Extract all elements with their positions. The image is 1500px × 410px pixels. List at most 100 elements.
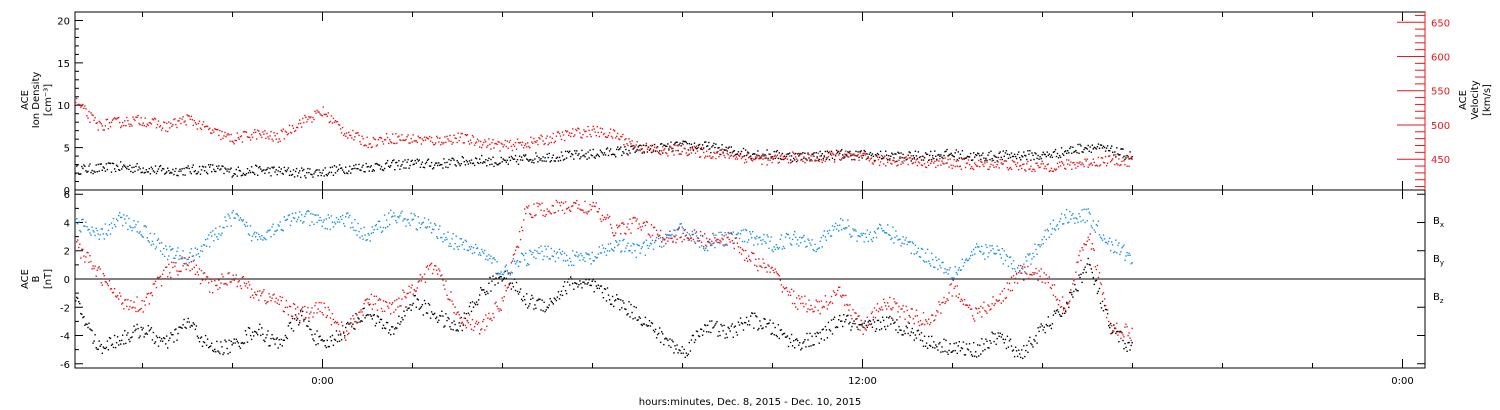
bx-point [411,304,413,306]
by-point [379,226,382,228]
density-point [349,165,351,168]
velocity-point [208,128,210,131]
bx-point [1117,330,1119,333]
density-point [735,153,738,156]
bx-point [253,335,255,337]
bx-point [777,324,779,326]
bx-point [545,309,547,311]
density-point [164,173,166,175]
velocity-point [386,136,389,139]
by-point [1118,242,1120,244]
density-point [675,141,677,143]
bz-point [765,266,767,269]
by-point [521,253,524,255]
bx-point [754,312,756,315]
bz-point [669,230,671,232]
bx-point [561,294,564,297]
by-point [769,240,771,242]
density-point [659,150,661,152]
bz-point [770,267,772,269]
by-point [1099,236,1102,238]
bz-point [83,255,85,257]
density-point [397,165,399,167]
by-point [894,236,896,239]
velocity-point [217,128,219,131]
bz-point [730,232,732,235]
velocity-point [149,122,152,124]
bz-point [739,246,742,249]
bx-point [492,275,494,277]
by-point [963,261,966,264]
bx-point [858,324,860,326]
by-point [428,226,431,228]
velocity-point [78,103,80,106]
by-point [872,237,875,239]
bx-point [1016,355,1019,358]
density-point [346,172,348,174]
bz-point [585,211,587,213]
by-point [354,219,356,221]
density-point [316,169,318,171]
density-point [1091,144,1093,146]
bx-point [511,282,514,284]
density-point [712,144,714,147]
density-point [115,164,118,166]
density-point [319,171,321,174]
velocity-point [318,111,320,113]
velocity-point [487,144,489,147]
density-point [171,172,173,174]
velocity-point [90,112,92,114]
bx-point [366,314,368,316]
bx-point [1120,330,1122,333]
bx-point [658,332,660,335]
by-point [491,262,493,264]
velocity-point [349,134,351,136]
velocity-point [1097,156,1100,159]
density-point [307,167,309,170]
density-point [143,172,145,174]
bx-point [464,317,467,320]
bz-point [221,273,223,275]
density-point [233,173,235,175]
by-point [510,271,513,273]
bz-point [262,291,264,293]
velocity-point [422,139,425,142]
density-point [184,174,186,176]
velocity-point [786,158,789,160]
bx-point [1128,341,1130,344]
density-point [130,170,132,173]
bx-point [336,340,339,343]
bx-point [1023,345,1025,347]
bx-point [237,342,239,344]
by-point [831,225,834,227]
by-point [394,215,396,217]
bx-point [264,340,266,343]
velocity-point [1096,165,1099,167]
bz-point [495,301,497,303]
velocity-point [664,148,666,150]
velocity-point [819,155,821,157]
bx-point [370,315,372,317]
by-point [122,224,124,227]
by-point [992,248,994,250]
by-point [277,224,279,226]
bx-point [352,323,354,325]
bx-point [767,322,769,325]
density-point [197,171,200,173]
density-point [780,158,783,161]
velocity-point [694,152,697,154]
by-point [75,222,77,224]
density-point [946,148,948,151]
bx-point [885,328,887,331]
by-point [756,235,758,237]
velocity-point [1027,160,1029,163]
velocity-point [1125,155,1127,157]
by-point [78,221,80,223]
velocity-point [730,154,732,157]
bz-point [241,276,244,279]
bx-point [451,322,453,324]
density-point [540,158,542,160]
bz-point [124,299,126,301]
bx-point [418,308,420,310]
bx-point [905,325,907,327]
